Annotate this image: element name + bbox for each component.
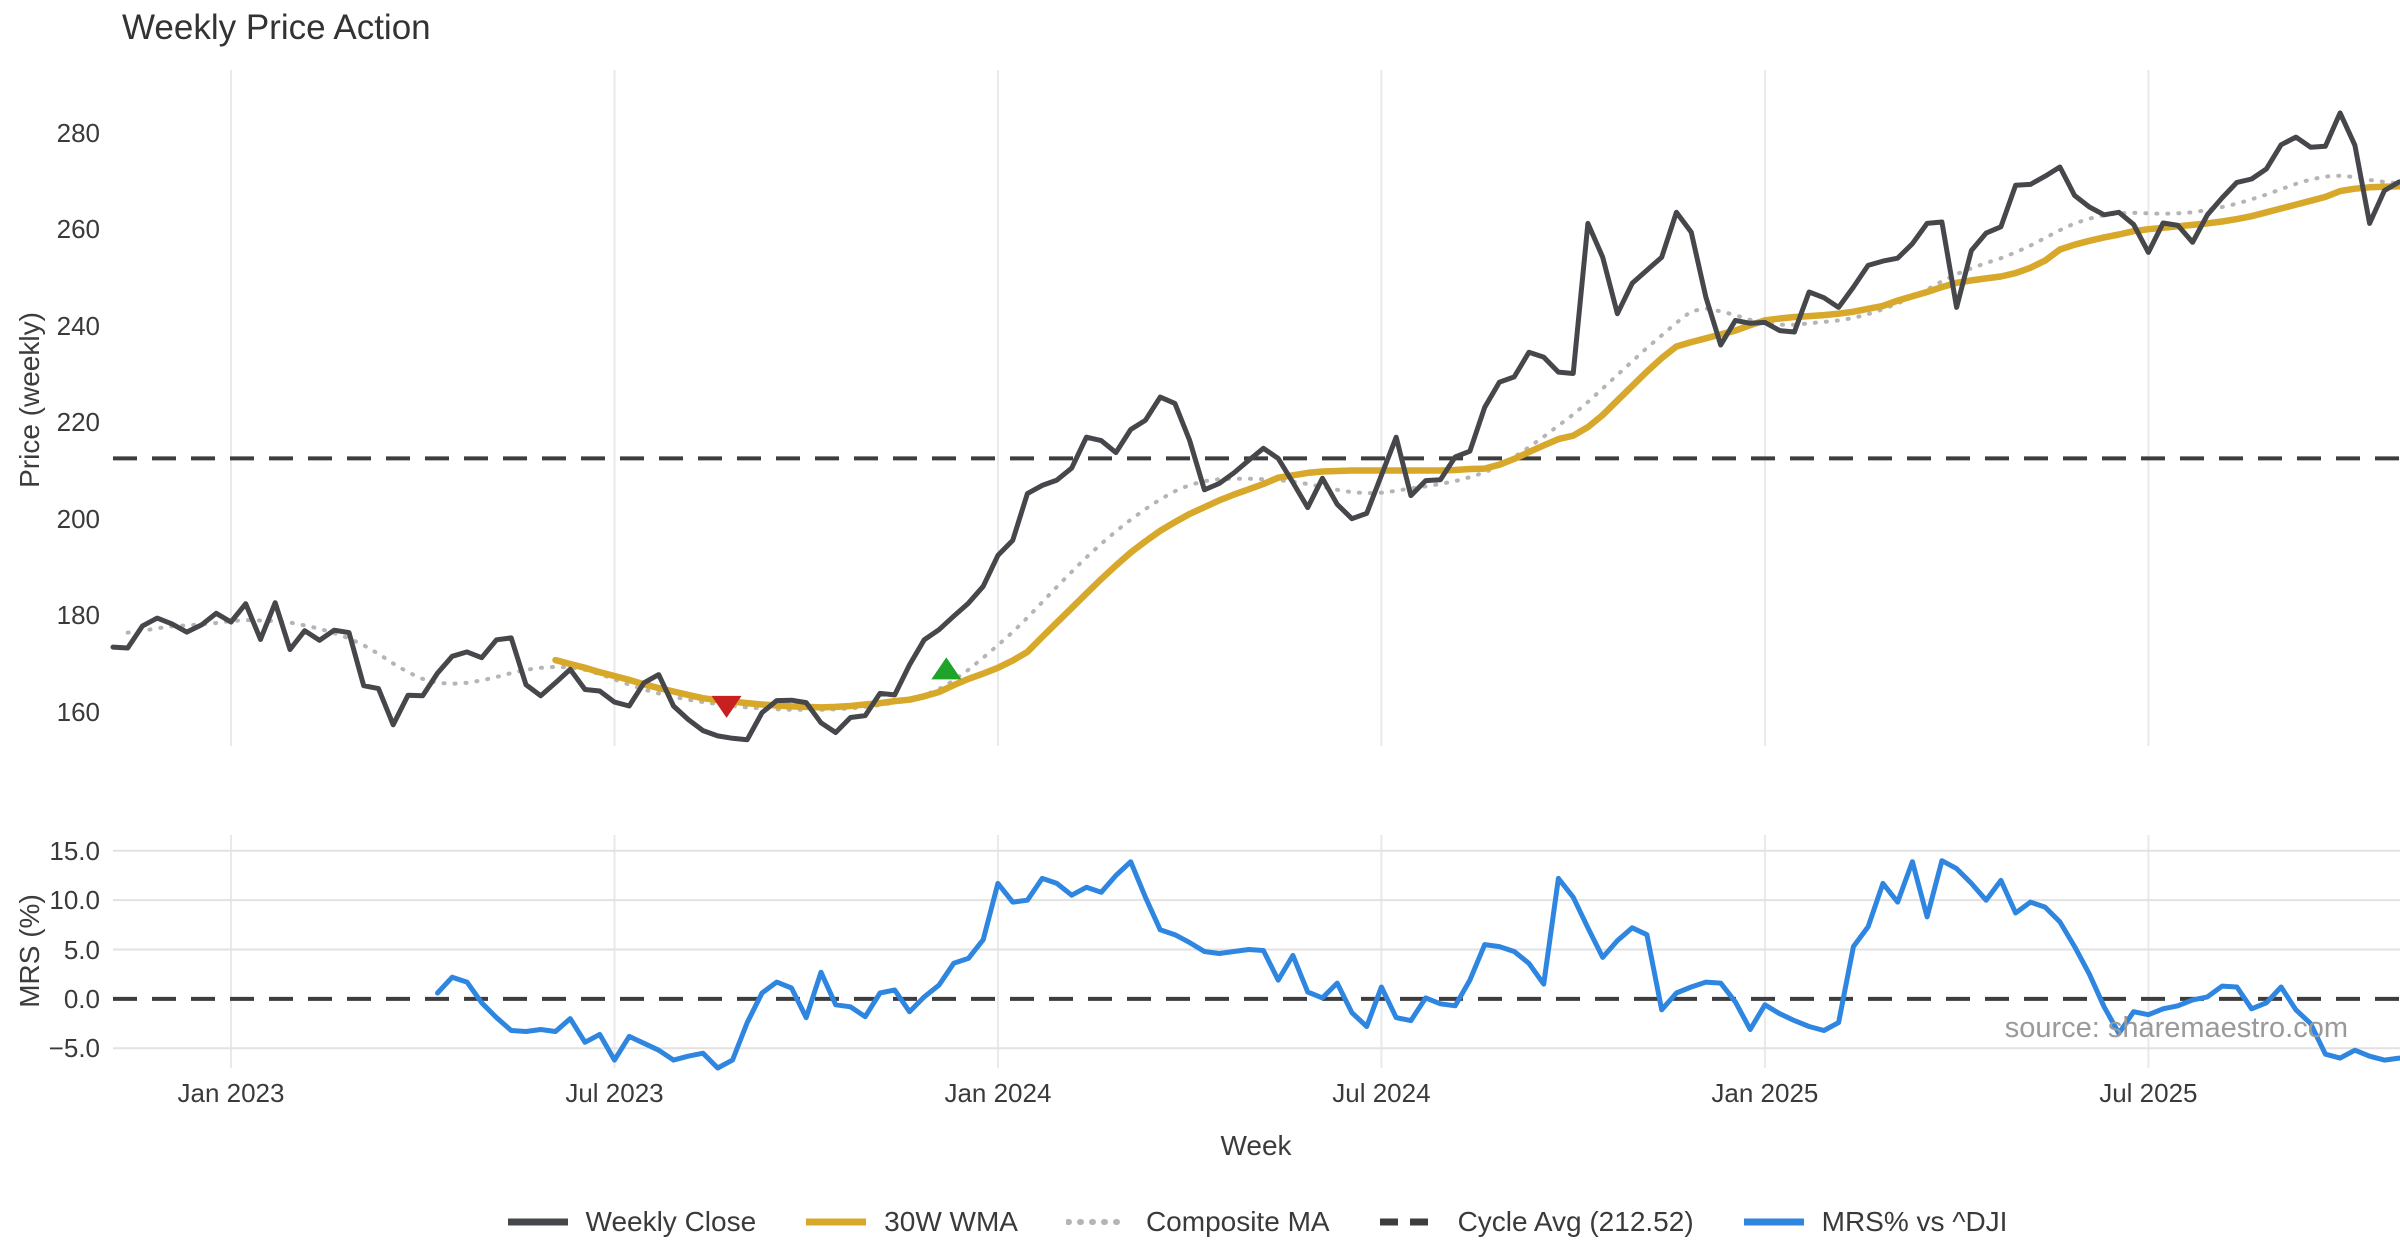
legend-label: Weekly Close xyxy=(585,1206,757,1237)
price-y-tick-label: 200 xyxy=(56,503,100,534)
legend-item-mrs-vs-dji: MRS% vs ^DJI xyxy=(1742,1206,2008,1238)
legend-swatch-solid-icon xyxy=(806,1218,867,1226)
legend-label: 30W WMA xyxy=(884,1206,1018,1237)
price-y-tick-label: 240 xyxy=(56,310,100,341)
legend-item-30w-wma: 30W WMA xyxy=(804,1206,1018,1238)
legend-swatch-solid-icon xyxy=(1743,1218,1804,1226)
price-y-tick-label: 280 xyxy=(56,117,100,148)
price-y-tick-label: 220 xyxy=(56,407,100,438)
mrs-panel-plot xyxy=(113,835,2400,1071)
mrs-y-tick-label: 0.0 xyxy=(63,983,100,1014)
x-axis-label: Week xyxy=(1220,1130,1292,1161)
series-composite-ma xyxy=(125,173,2400,712)
sell-signal-marker-triangle-down-icon xyxy=(711,695,742,718)
legend-label: Cycle Avg (212.52) xyxy=(1457,1206,1694,1237)
series-weekly-close xyxy=(110,110,2400,743)
legend-swatch-dashed-icon xyxy=(1379,1218,1440,1226)
x-tick-label: Jul 2025 xyxy=(2099,1078,2198,1108)
legend-item-weekly-close: Weekly Close xyxy=(506,1206,757,1238)
mrs-y-tick-label: −5.0 xyxy=(48,1033,100,1064)
x-tick-label: Jan 2024 xyxy=(944,1078,1052,1108)
legend-swatch-dotted-icon xyxy=(1065,1219,1130,1225)
price-panel-plot xyxy=(110,70,2400,746)
chart-title: Weekly Price Action xyxy=(122,8,431,47)
series-30w-wma xyxy=(552,183,2400,711)
x-tick-label: Jan 2023 xyxy=(177,1078,285,1108)
series-mrs-vs-dji xyxy=(435,858,2400,1071)
mrs-y-tick-label: 10.0 xyxy=(49,885,100,916)
source-note: source: sharemaestro.com xyxy=(2004,1012,2348,1044)
price-y-tick-label: 160 xyxy=(56,696,100,727)
legend-item-cycle-avg-212-52-: Cycle Avg (212.52) xyxy=(1378,1206,1694,1238)
legend-item-composite-ma: Composite MA xyxy=(1065,1206,1330,1238)
buy-signal-marker-triangle-up-icon xyxy=(931,657,962,680)
x-tick-label: Jul 2023 xyxy=(565,1078,664,1108)
mrs-y-tick-label: 5.0 xyxy=(63,934,100,965)
legend-label: Composite MA xyxy=(1145,1206,1330,1237)
mrs-y-tick-label: 15.0 xyxy=(49,835,100,866)
legend-swatch-solid-icon xyxy=(507,1218,568,1226)
x-tick-label: Jan 2025 xyxy=(1711,1078,1819,1108)
x-tick-label: Jul 2024 xyxy=(1332,1078,1431,1108)
price-y-tick-label: 180 xyxy=(56,600,100,631)
price-y-tick-label: 260 xyxy=(56,214,100,245)
chart-legend: Weekly Close 30W WMA Composite MA Cycle Avg… xyxy=(113,1206,2400,1238)
legend-label: MRS% vs ^DJI xyxy=(1821,1206,2008,1237)
